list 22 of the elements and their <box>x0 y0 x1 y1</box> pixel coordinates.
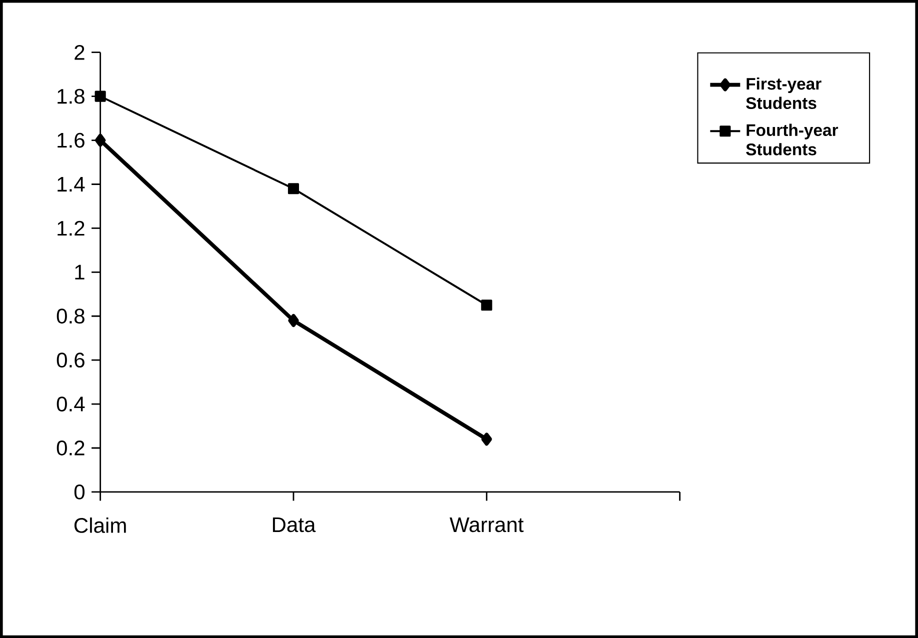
point <box>288 314 299 327</box>
y-tick-label: 0 <box>74 484 85 500</box>
y-tick-label: 0.4 <box>56 396 85 412</box>
legend-label: Fourth-year Students <box>746 124 838 156</box>
y-tick-label: 1.8 <box>58 88 84 104</box>
y-tick-label: 0.8 <box>56 308 84 324</box>
x-tick-label: Data <box>272 517 316 532</box>
y-tick-label: 2 <box>74 44 84 60</box>
y-tick-label: 1.2 <box>58 220 84 236</box>
point <box>481 299 492 311</box>
x-tick-label: Claim <box>74 517 126 533</box>
y-tick-label: 0.2 <box>56 440 84 456</box>
y-tick-label: 0.6 <box>56 352 84 368</box>
y-tick-label: 1.6 <box>58 132 84 148</box>
point <box>94 90 106 102</box>
y-tick-label: 1 <box>75 264 84 280</box>
y-tick-label: 1.4 <box>58 176 85 192</box>
point <box>481 432 492 446</box>
legend-label: First-year Students <box>746 77 822 109</box>
x-tick-label: Warrant <box>450 517 524 532</box>
point <box>94 134 106 147</box>
point <box>288 182 300 194</box>
